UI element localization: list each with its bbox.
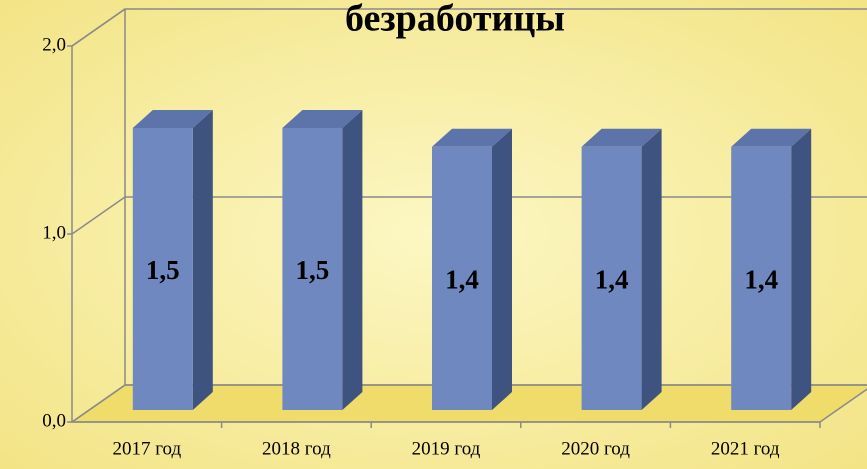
- x-tick-label: 2017 год: [112, 438, 181, 459]
- bar: [282, 110, 363, 410]
- y-tick-label: 0,0: [42, 410, 66, 431]
- grid-line: [71, 8, 867, 47]
- x-tick-label: 2019 год: [412, 438, 481, 459]
- y-tick-label: 2,0: [42, 34, 66, 55]
- bar-side: [492, 128, 512, 411]
- bar: [731, 128, 812, 411]
- bar-top: [432, 128, 512, 147]
- bar-side: [192, 110, 213, 410]
- y-tick-label: 1,0: [42, 222, 66, 243]
- bar-front: [432, 146, 492, 411]
- value-label: 1,5: [296, 255, 330, 285]
- value-label: 1,4: [445, 265, 479, 295]
- bar-top: [282, 110, 363, 128]
- x-tick-label: 2020 год: [561, 438, 630, 459]
- bar-front: [581, 146, 642, 411]
- bar: [132, 110, 213, 410]
- chart-title: безработицы: [345, 0, 565, 40]
- bar-top: [581, 128, 662, 147]
- bar-side: [641, 128, 662, 411]
- x-tick-label: 2018 год: [262, 438, 331, 459]
- bar-side: [342, 110, 363, 410]
- value-label: 1,4: [744, 265, 778, 295]
- bar-top: [731, 128, 812, 147]
- bar-side: [791, 128, 812, 411]
- value-label: 1,5: [146, 255, 180, 285]
- bar-top: [132, 110, 213, 128]
- bar: [432, 128, 512, 411]
- x-tick-label: 2021 год: [711, 438, 780, 459]
- bar-front: [731, 146, 792, 411]
- bar: [581, 128, 662, 411]
- value-label: 1,4: [595, 265, 629, 295]
- plot-area: 0,0 1,0 2,0 2017 год 1,5 2018 год 1,5 2019 год 1…: [42, 8, 867, 459]
- bar-front: [132, 128, 193, 410]
- bar-front: [282, 128, 343, 410]
